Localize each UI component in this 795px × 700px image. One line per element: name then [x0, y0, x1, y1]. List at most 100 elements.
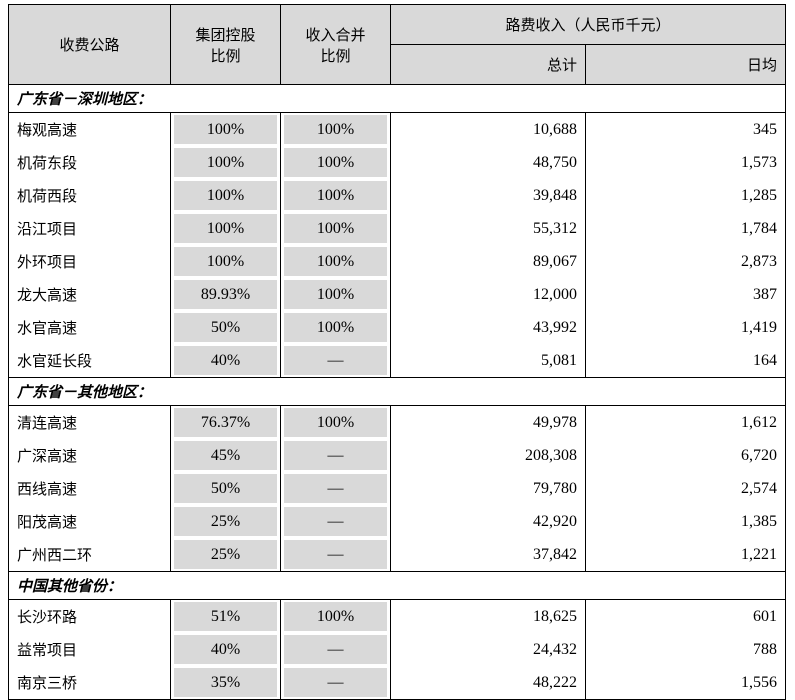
daily-income: 2,574 — [584, 472, 787, 505]
ratio-value: — — [284, 474, 387, 503]
total-income: 12,000 — [390, 278, 586, 311]
ratio-cell: 35% — [170, 666, 281, 700]
section-row: 广东省－其他地区： — [7, 377, 787, 406]
ratio-cell: 40% — [170, 633, 281, 666]
daily-income: 1,385 — [584, 505, 787, 538]
ratio-cell: — — [280, 344, 391, 378]
ratio-value: 50% — [174, 313, 277, 342]
road-name: 机荷西段 — [8, 179, 171, 212]
data-row: 外环项目 100% 100% 89,067 2,873 — [8, 245, 787, 278]
total-income: 43,992 — [390, 311, 586, 344]
daily-income: 1,612 — [584, 405, 787, 439]
ratio-cell: 100% — [280, 405, 391, 439]
ratio-value: 100% — [174, 247, 277, 276]
daily-income: 164 — [584, 344, 787, 378]
data-row: 西线高速 50% —79,780 2,574 — [8, 472, 787, 505]
header-line: 集团控股 — [195, 25, 256, 44]
ratio-cell: 100% — [280, 212, 391, 245]
ratio-value: 100% — [284, 280, 387, 309]
header-daily: 日均 — [584, 44, 787, 85]
ratio-value: 25% — [174, 540, 277, 569]
ratio-value: 50% — [174, 474, 277, 503]
road-name: 龙大高速 — [8, 278, 171, 311]
daily-income: 1,419 — [584, 311, 787, 344]
header-total: 总计 — [390, 44, 586, 85]
ratio-value: 100% — [284, 214, 387, 243]
section-row: 广东省－深圳地区： — [7, 84, 787, 113]
section-row: 中国其他省份： — [7, 571, 787, 600]
ratio-cell: — — [280, 633, 391, 666]
section-title: 广东省－深圳地区： — [7, 84, 787, 113]
toll-table: 收费公路 集团控股比例 收入合并 比例 路费收入（人民币千元） 总计 日均 广东省… — [7, 4, 787, 700]
road-name: 阳茂高速 — [8, 505, 171, 538]
data-row: 益常项目 40% —24,432 788 — [8, 633, 787, 666]
ratio-value: — — [284, 668, 387, 697]
road-name: 水官延长段 — [8, 344, 171, 378]
header-line: 比例 — [210, 46, 241, 65]
road-name: 长沙环路 — [8, 599, 171, 633]
total-income: 55,312 — [390, 212, 586, 245]
ratio-cell: — — [280, 505, 391, 538]
road-name: 外环项目 — [8, 245, 171, 278]
ratio-value: — — [284, 346, 387, 375]
total-income: 39,848 — [390, 179, 586, 212]
daily-income: 788 — [584, 633, 787, 666]
total-income: 48,222 — [390, 666, 586, 700]
ratio-cell: 50% — [170, 311, 281, 344]
data-row: 机荷东段 100% 100% 48,750 1,573 — [8, 146, 787, 179]
ratio-cell: 100% — [170, 245, 281, 278]
road-name: 益常项目 — [8, 633, 171, 666]
ratio-cell: 100% — [280, 146, 391, 179]
daily-income: 1,221 — [584, 538, 787, 572]
data-row: 南京三桥 35% —48,222 1,556 — [8, 666, 787, 700]
ratio-value: 25% — [174, 507, 277, 536]
ratio-cell: 89.93% — [170, 278, 281, 311]
total-income: 10,688 — [390, 112, 586, 146]
header-line: 收入合并 — [305, 25, 366, 44]
ratio-cell: 100% — [280, 245, 391, 278]
data-row: 广深高速 45% —208,308 6,720 — [8, 439, 787, 472]
section-title: 中国其他省份： — [7, 571, 787, 600]
daily-income: 1,556 — [584, 666, 787, 700]
table-body: 广东省－深圳地区： 梅观高速 100% 100% 10,688 345 机荷东段 100% 10… — [7, 84, 787, 700]
data-row: 长沙环路 51% 100% 18,625 601 — [8, 599, 787, 633]
ratio-value: 89.93% — [174, 280, 277, 309]
header-road: 收费公路 — [8, 4, 171, 85]
total-income: 5,081 — [390, 344, 586, 378]
page: 收费公路 集团控股比例 收入合并 比例 路费收入（人民币千元） 总计 日均 广东省… — [7, 4, 787, 700]
data-row: 机荷西段 100% 100% 39,848 1,285 — [8, 179, 787, 212]
daily-income: 345 — [584, 112, 787, 146]
ratio-cell: 50% — [170, 472, 281, 505]
daily-income: 6,720 — [584, 439, 787, 472]
ratio-value: 100% — [174, 148, 277, 177]
ratio-cell: 100% — [280, 599, 391, 633]
daily-income: 387 — [584, 278, 787, 311]
data-row: 沿江项目 100% 100% 55,312 1,784 — [8, 212, 787, 245]
ratio-value: 100% — [174, 214, 277, 243]
total-income: 42,920 — [390, 505, 586, 538]
ratio-cell: — — [280, 538, 391, 572]
ratio-value: 100% — [174, 181, 277, 210]
ratio-cell: 51% — [170, 599, 281, 633]
ratio-cell: 100% — [280, 179, 391, 212]
ratio-value: 51% — [174, 602, 277, 631]
ratio-cell: 100% — [280, 112, 391, 146]
header-toll-income: 路费收入（人民币千元） — [389, 4, 787, 45]
data-row: 水官延长段 40% —5,081 164 — [8, 344, 787, 378]
total-income: 49,978 — [390, 405, 586, 439]
section-title: 广东省－其他地区： — [7, 377, 787, 406]
ratio-value: 40% — [174, 635, 277, 664]
ratio-cell: — — [280, 666, 391, 700]
data-row: 水官高速 50% 100% 43,992 1,419 — [8, 311, 787, 344]
ratio-cell: 100% — [170, 112, 281, 146]
road-name: 机荷东段 — [8, 146, 171, 179]
road-name: 南京三桥 — [8, 666, 171, 700]
ratio-value: — — [284, 635, 387, 664]
ratio-value: 76.37% — [174, 408, 277, 437]
total-income: 37,842 — [390, 538, 586, 572]
ratio-value: 100% — [284, 247, 387, 276]
daily-income: 2,873 — [584, 245, 787, 278]
ratio-value: 45% — [174, 441, 277, 470]
total-income: 18,625 — [390, 599, 586, 633]
header-consolidation-ratio: 收入合并 比例 — [280, 4, 391, 85]
